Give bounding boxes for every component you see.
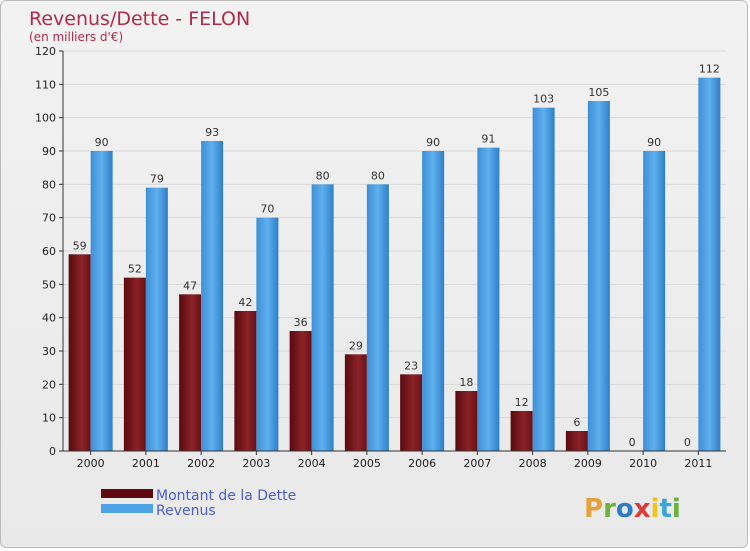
bar-revenus xyxy=(587,101,610,451)
x-tick-label: 2004 xyxy=(298,457,326,470)
y-tick-label: 70 xyxy=(42,212,56,225)
x-tick-label: 2006 xyxy=(408,457,436,470)
data-label: 79 xyxy=(150,173,164,186)
bar-dette xyxy=(510,411,533,451)
x-tick-label: 2010 xyxy=(629,457,657,470)
data-label: 59 xyxy=(73,239,87,252)
x-tick-label: 2001 xyxy=(132,457,160,470)
bar-revenus xyxy=(532,107,555,452)
data-label: 36 xyxy=(294,316,308,329)
bars-layer xyxy=(68,77,721,452)
proxiti-logo: Proxiti xyxy=(584,494,681,524)
data-label: 105 xyxy=(588,86,609,99)
bar-dette xyxy=(234,311,257,451)
data-label: 90 xyxy=(426,136,440,149)
bar-dette xyxy=(400,374,423,451)
y-tick-label: 30 xyxy=(42,345,56,358)
y-tick-label: 100 xyxy=(35,112,56,125)
bar-dette xyxy=(344,354,367,451)
x-tick-label: 2009 xyxy=(574,457,602,470)
x-axis: 2000 2001 2002 2003 2004 2005 2006 2007 2008 2009… xyxy=(63,450,726,470)
data-label: 47 xyxy=(183,279,197,292)
data-label: 12 xyxy=(515,396,529,409)
bar-revenus xyxy=(90,151,113,451)
data-label: 103 xyxy=(533,93,554,106)
bar-revenus xyxy=(477,147,500,451)
y-tick-label: 20 xyxy=(42,378,56,391)
x-tick-label: 2005 xyxy=(353,457,381,470)
data-label: 0 xyxy=(684,436,691,449)
y-tick-label: 120 xyxy=(35,45,56,58)
data-label: 91 xyxy=(481,133,495,146)
data-label: 42 xyxy=(238,296,252,309)
bar-revenus xyxy=(311,184,334,452)
x-tick-label: 2000 xyxy=(77,457,105,470)
x-tick-label: 2002 xyxy=(187,457,215,470)
data-label: 93 xyxy=(205,126,219,139)
bar-dette xyxy=(455,391,478,451)
y-tick-label: 50 xyxy=(42,278,56,291)
logo-text: Proxiti xyxy=(584,494,681,524)
data-label: 112 xyxy=(699,63,720,76)
x-tick-label: 2011 xyxy=(684,457,712,470)
y-tick-label: 0 xyxy=(49,445,56,458)
legend: Montant de la Dette Revenus xyxy=(101,488,296,519)
logo-letter: o xyxy=(616,494,634,524)
y-tick-label: 110 xyxy=(35,78,56,91)
legend-label-revenus: Revenus xyxy=(156,503,216,519)
data-label: 23 xyxy=(404,359,418,372)
bar-revenus xyxy=(145,187,168,451)
y-tick-label: 60 xyxy=(42,245,56,258)
bar-revenus xyxy=(643,151,666,451)
data-label: 29 xyxy=(349,339,363,352)
data-label: 80 xyxy=(316,169,330,182)
y-tick-label: 80 xyxy=(42,178,56,191)
logo-letter: r xyxy=(603,494,616,524)
grid-layer xyxy=(63,50,726,452)
bar-dette xyxy=(68,254,91,451)
data-label: 18 xyxy=(459,376,473,389)
logo-letter: x xyxy=(634,494,651,524)
logo-letter: P xyxy=(584,494,603,524)
chart-title: Revenus/Dette - FELON xyxy=(29,8,250,30)
data-labels-layer: 59 90 52 79 47 93 42 70 36 80 29 80 23 90 18 91 12 103 6 10… xyxy=(73,63,720,449)
bar-revenus xyxy=(366,184,389,452)
y-axis: 0 10 20 30 40 50 60 70 80 90 100 110 120 xyxy=(35,45,64,458)
data-label: 52 xyxy=(128,263,142,276)
bar-dette xyxy=(565,431,588,451)
y-tick-label: 40 xyxy=(42,312,56,325)
bar-revenus xyxy=(256,217,279,451)
data-label: 0 xyxy=(629,436,636,449)
x-tick-label: 2007 xyxy=(463,457,491,470)
bar-revenus xyxy=(201,141,224,451)
logo-letter: t xyxy=(659,494,671,524)
x-tick-label: 2008 xyxy=(519,457,547,470)
data-label: 90 xyxy=(95,136,109,149)
bar-dette xyxy=(179,294,202,451)
data-label: 70 xyxy=(260,203,274,216)
legend-swatch-revenus xyxy=(101,504,153,513)
bar-revenus xyxy=(422,151,445,451)
bar-dette xyxy=(289,331,312,451)
data-label: 90 xyxy=(647,136,661,149)
x-tick-label: 2003 xyxy=(242,457,270,470)
logo-letter: i xyxy=(651,494,660,524)
y-tick-label: 10 xyxy=(42,412,56,425)
legend-label-dette: Montant de la Dette xyxy=(156,488,296,504)
bar-dette xyxy=(123,277,146,451)
legend-swatch-dette xyxy=(101,489,153,498)
y-tick-label: 90 xyxy=(42,145,56,158)
data-label: 80 xyxy=(371,169,385,182)
chart-subtitle: (en milliers d'€) xyxy=(29,30,123,44)
data-label: 6 xyxy=(573,416,580,429)
bar-revenus xyxy=(698,77,721,452)
logo-letter: i xyxy=(672,494,681,524)
